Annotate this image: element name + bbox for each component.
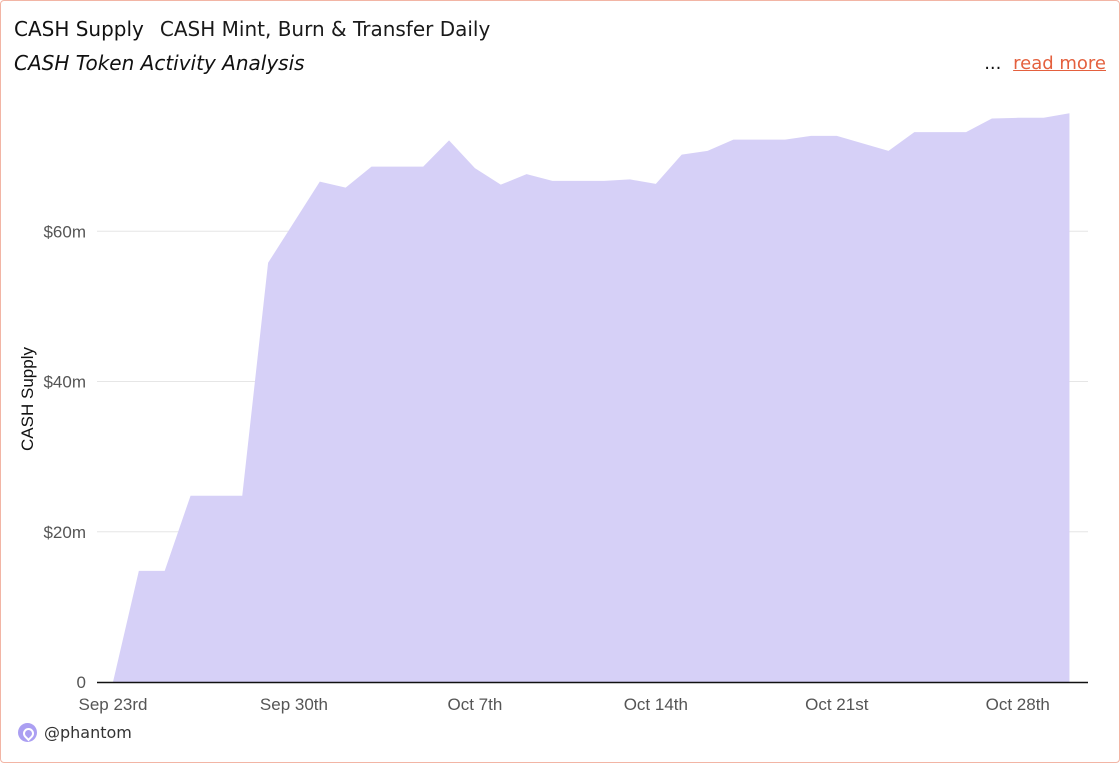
footer-handle[interactable]: @phantom: [44, 723, 132, 742]
x-tick-label: Oct 14th: [624, 695, 688, 714]
read-more-link[interactable]: read more: [1013, 53, 1106, 74]
ellipsis-text: ...: [984, 53, 1002, 74]
x-tick-label: Oct 28th: [986, 695, 1050, 714]
y-tick-label: 0: [77, 673, 86, 692]
phantom-logo-icon: [18, 723, 37, 742]
x-tick-label: Sep 30th: [260, 695, 328, 714]
chart-title: CASH Supply: [14, 17, 144, 41]
x-tick-label: Sep 23rd: [79, 695, 148, 714]
y-tick-label: $40m: [43, 373, 86, 392]
footer: @phantom: [18, 723, 132, 742]
y-tick-label: $20m: [43, 523, 86, 542]
area-series: [113, 113, 1070, 683]
x-tick-label: Oct 21st: [805, 695, 869, 714]
chart-subtitle: CASH Mint, Burn & Transfer Daily: [159, 17, 491, 41]
x-tick-label: Oct 7th: [447, 695, 502, 714]
y-axis-label: CASH Supply: [18, 347, 37, 451]
y-tick-label: $60m: [43, 222, 86, 241]
title-row: CASH Supply CASH Mint, Burn & Transfer D…: [14, 17, 490, 41]
read-more-container: ... read more: [984, 53, 1106, 74]
chart-description: CASH Token Activity Analysis: [14, 51, 305, 75]
